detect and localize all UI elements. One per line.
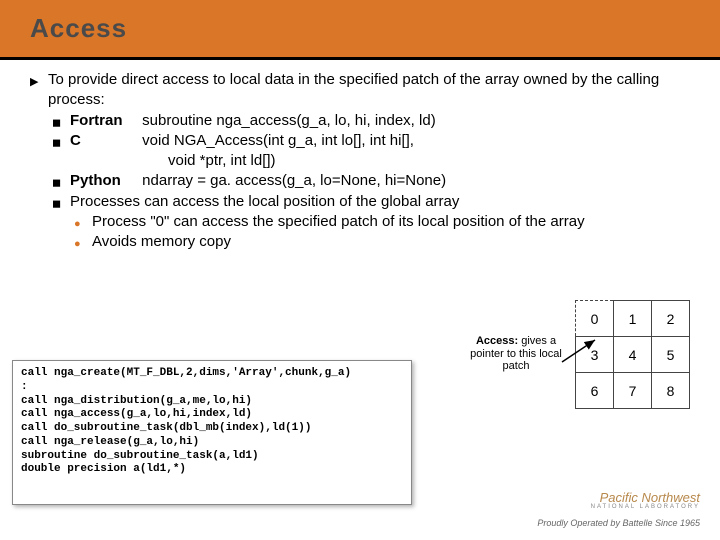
patch-grid: 0 1 2 3 4 5 6 7 8 xyxy=(575,300,690,409)
bullet-marker-icon: ▶ xyxy=(30,70,48,90)
access-title: Access: xyxy=(476,335,518,347)
sub1-text: Process "0" can access the specified pat… xyxy=(92,212,585,232)
code-line: call nga_access(g_a,lo,hi,index,ld) xyxy=(21,408,403,422)
intro-text: To provide direct access to local data i… xyxy=(48,70,690,111)
bullet-fortran: ◼ Fortran subroutine nga_access(g_a, lo,… xyxy=(52,111,690,131)
python-sig: ndarray = ga. access(g_a, lo=None, hi=No… xyxy=(142,172,446,189)
bullet-processes: ◼ Processes can access the local positio… xyxy=(52,192,690,212)
c-line: C void NGA_Access(int g_a, int lo[], int… xyxy=(70,131,414,151)
fortran-sig: subroutine nga_access(g_a, lo, hi, index… xyxy=(142,112,436,129)
bullet-c: ◼ C void NGA_Access(int g_a, int lo[], i… xyxy=(52,131,690,151)
logo-name: Pacific Northwest xyxy=(591,491,700,504)
grid-cell: 0 xyxy=(576,301,614,337)
bullet-marker-icon: ◼ xyxy=(52,171,70,191)
c-label: C xyxy=(70,131,138,151)
slide-title: Access xyxy=(30,13,127,44)
logo-sub: NATIONAL LABORATORY xyxy=(591,504,700,510)
grid-cell: 2 xyxy=(652,301,690,337)
code-line: subroutine do_subroutine_task(a,ld1) xyxy=(21,450,403,464)
fortran-label: Fortran xyxy=(70,111,138,131)
bullet-sub2: ● Avoids memory copy xyxy=(74,232,690,252)
code-line: call nga_release(g_a,lo,hi) xyxy=(21,436,403,450)
fortran-line: Fortran subroutine nga_access(g_a, lo, h… xyxy=(70,111,436,131)
code-line: call nga_create(MT_F_DBL,2,dims,'Array',… xyxy=(21,367,403,381)
content-area: ▶ To provide direct access to local data… xyxy=(0,60,720,252)
grid-cell: 5 xyxy=(652,337,690,373)
bullet-marker-icon: ◼ xyxy=(52,192,70,212)
access-callout: Access: gives a pointer to this local pa… xyxy=(470,335,562,373)
code-line: : xyxy=(21,381,403,395)
code-line: double precision a(ld1,*) xyxy=(21,463,403,477)
bullet-marker-icon: ● xyxy=(74,212,92,232)
grid-cell: 7 xyxy=(614,373,652,409)
python-label: Python xyxy=(70,171,138,191)
c-sig1: void NGA_Access(int g_a, int lo[], int h… xyxy=(142,132,414,149)
bullet-marker-icon: ◼ xyxy=(52,131,70,151)
bullet-intro: ▶ To provide direct access to local data… xyxy=(30,70,690,111)
grid-cell: 8 xyxy=(652,373,690,409)
sub2-text: Avoids memory copy xyxy=(92,232,231,252)
grid-cell: 4 xyxy=(614,337,652,373)
code-line: call do_subroutine_task(dbl_mb(index),ld… xyxy=(21,422,403,436)
tagline: Proudly Operated by Battelle Since 1965 xyxy=(537,518,700,528)
c-sig2: void *ptr, int ld[]) xyxy=(168,151,690,171)
code-example: call nga_create(MT_F_DBL,2,dims,'Array',… xyxy=(12,360,412,505)
code-line: call nga_distribution(g_a,me,lo,hi) xyxy=(21,395,403,409)
bullet-python: ◼ Python ndarray = ga. access(g_a, lo=No… xyxy=(52,171,690,191)
bullet-marker-icon: ● xyxy=(74,232,92,252)
grid-cell: 3 xyxy=(576,337,614,373)
processes-text: Processes can access the local position … xyxy=(70,192,459,212)
slide-header: Access xyxy=(0,0,720,60)
bullet-sub1: ● Process "0" can access the specified p… xyxy=(74,212,690,232)
grid-cell: 1 xyxy=(614,301,652,337)
bullet-marker-icon: ◼ xyxy=(52,111,70,131)
grid-cell: 6 xyxy=(576,373,614,409)
python-line: Python ndarray = ga. access(g_a, lo=None… xyxy=(70,171,446,191)
pnnl-logo: Pacific Northwest NATIONAL LABORATORY xyxy=(591,491,700,510)
